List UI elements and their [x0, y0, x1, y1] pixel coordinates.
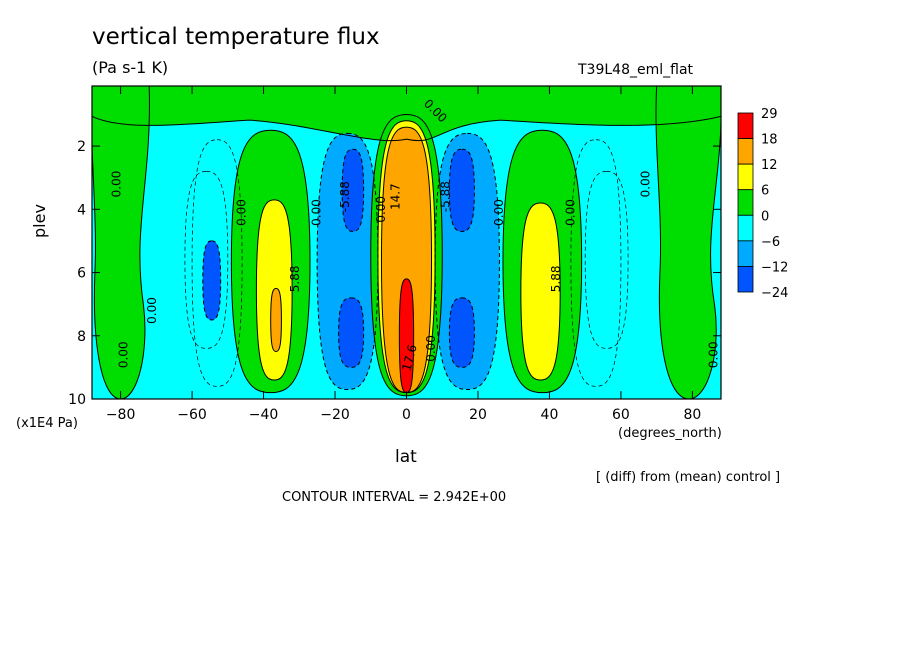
contour-line-6 [520, 202, 561, 381]
y-axis-label: plev [30, 204, 49, 238]
contour-fill-green-2 [92, 86, 721, 141]
contour-label-16: 0.00 [638, 171, 652, 198]
contour-label-0: 0.00 [110, 171, 124, 198]
contour-label-1: 0.00 [117, 341, 131, 368]
y-tick-label: 6 [77, 266, 86, 282]
colorbar-level-label: −6 [761, 235, 780, 250]
contour-fill-red-18 [399, 278, 414, 393]
contour-fill-orange-17 [381, 127, 432, 393]
contour-line-14 [202, 240, 222, 321]
contour-line-3 [230, 129, 311, 394]
contour-line-5 [255, 199, 293, 381]
contour-label-2: 0.00 [145, 297, 159, 324]
contour-fill-orange-7 [270, 288, 282, 352]
contour-line-2 [92, 86, 721, 142]
diff-note: [ (diff) from (mean) control ] [596, 470, 781, 485]
y-axis-ticks: 2 4 6 8 10 [68, 139, 721, 408]
colorbar-swatch [737, 163, 754, 191]
filled-contours [92, 86, 721, 399]
contour-label-17: 0.00 [706, 341, 720, 368]
y-scale-label: (x1E4 Pa) [16, 416, 78, 431]
colorbar-swatch [737, 189, 754, 216]
plot-area: 0.000.000.000.005.880.00-5.88 0.00 14.70.0… [92, 86, 721, 399]
x-axis-label: lat [395, 447, 417, 467]
contour-label-6: -5.88 [338, 181, 352, 212]
x-tick-label: 40 [541, 407, 559, 423]
x-tick-label: −40 [249, 407, 279, 423]
run-label: T39L48_eml_flat [578, 62, 694, 78]
colorbar-swatch [737, 240, 754, 267]
contour-line-neg-3 [570, 139, 622, 387]
contour-fill-dark_blue-10 [342, 149, 364, 232]
contour-label-10: 0.00 [424, 335, 438, 362]
colorbar-level-label: −12 [761, 260, 788, 275]
colorbar: 29 18 12 6 0 −6 −12 −24 [737, 107, 788, 301]
contour-fill-yellow-6 [520, 202, 561, 381]
contour-label-8: 14.7 [388, 183, 402, 210]
x-tick-label: −80 [106, 407, 136, 423]
colorbar-level-label: 6 [761, 184, 769, 199]
colorbar-swatch [737, 214, 754, 242]
contour-label-13: 0.00 [492, 199, 506, 226]
contour-fill-green-1 [656, 86, 721, 399]
contour-line-9 [434, 132, 500, 391]
contour-label-14: 5.88 [549, 265, 563, 292]
y-tick-label: 8 [77, 329, 86, 345]
contour-line-neg-1 [584, 171, 629, 349]
contour-label-7: 0.00 [374, 196, 388, 223]
colorbar-level-label: 12 [761, 158, 778, 173]
x-tick-label: 20 [469, 407, 487, 423]
chart-title: vertical temperature flux [92, 24, 380, 50]
contour-label-12: -5.88 [438, 181, 452, 212]
x-tick-label: 60 [612, 407, 630, 423]
contour-line-11 [338, 297, 365, 368]
colorbar-swatch [737, 266, 754, 293]
contour-fill-dark_blue-11 [338, 297, 364, 368]
contour-label-5: 0.00 [310, 199, 324, 226]
y-tick-label: 2 [77, 139, 86, 155]
contour-line-7 [270, 287, 282, 353]
contour-fill-green-0 [92, 86, 150, 399]
contour-line-4 [502, 129, 583, 394]
x-units-label: (degrees_north) [618, 426, 722, 441]
contour-label-4: 5.88 [288, 265, 302, 292]
x-tick-label: 0 [402, 407, 411, 423]
contour-fill-dark_blue-14 [202, 240, 221, 320]
colorbar-level-label: 18 [761, 133, 778, 148]
x-tick-label: −60 [177, 407, 207, 423]
colorbar-swatch [737, 138, 754, 165]
colorbar-level-label: 29 [761, 107, 778, 122]
units-label: (Pa s-1 K) [92, 58, 169, 77]
contour-label-15: 0.00 [563, 199, 577, 226]
y-tick-label: 4 [77, 202, 86, 218]
contour-fill-dark_blue-12 [449, 149, 475, 232]
contour-line-13 [448, 297, 475, 368]
contour-interval: CONTOUR INTERVAL = 2.942E+00 [282, 490, 507, 505]
contour-line-10 [341, 148, 365, 232]
colorbar-swatch [737, 112, 754, 139]
x-tick-label: 80 [683, 407, 701, 423]
x-axis-ticks: −80 −60 −40 −20 0 20 40 60 80 [106, 86, 701, 423]
x-tick-label: −20 [320, 407, 350, 423]
contour-line-neg-0 [184, 171, 229, 349]
colorbar-level-label: −24 [761, 286, 788, 301]
contour-line-12 [448, 148, 475, 232]
contour-line-neg-2 [191, 139, 243, 387]
colorbar-level-label: 0 [761, 209, 769, 224]
contour-label-11: 17.6 [399, 343, 419, 372]
contour-line-8 [316, 132, 379, 391]
y-tick-label: 10 [68, 392, 86, 408]
contour-label-3: 0.00 [235, 199, 249, 226]
contour-fill-dark_blue-13 [449, 297, 475, 368]
